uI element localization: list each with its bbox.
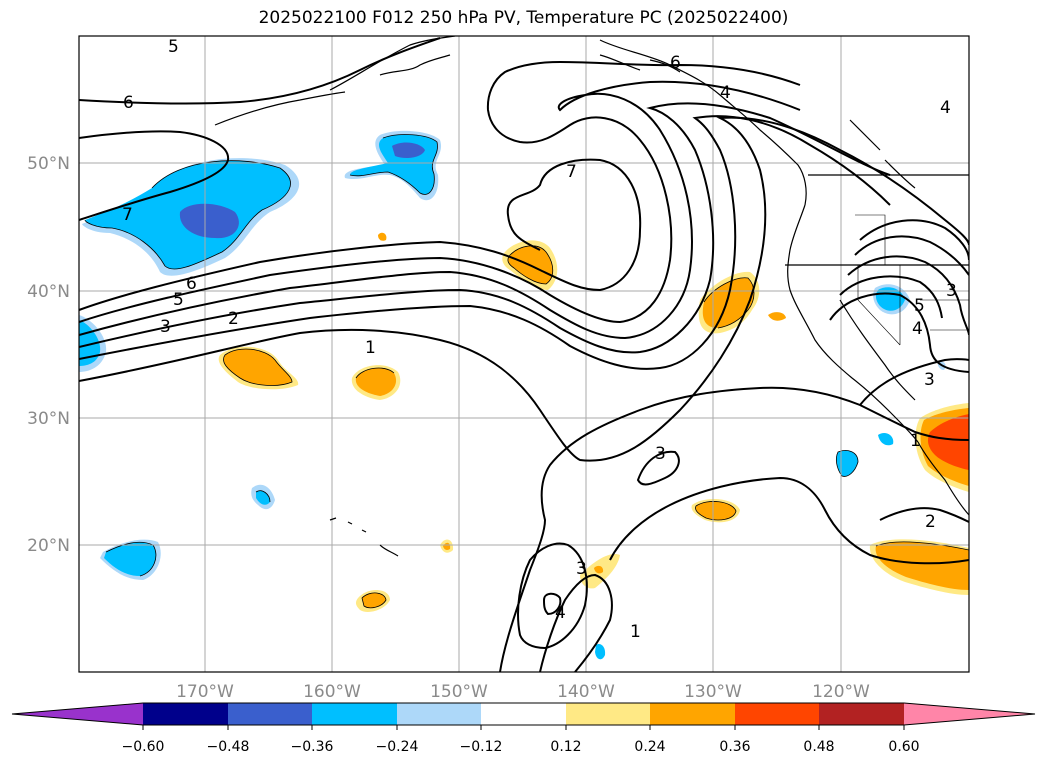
colorbar-tick-label: −0.12 <box>460 739 503 755</box>
lat-label: 30°N <box>27 409 70 429</box>
contour-label: 6 <box>186 274 197 294</box>
colorbar-segment <box>650 703 735 725</box>
state-borders <box>855 214 969 346</box>
colorbar: −0.60 −0.48 −0.36 −0.24 −0.12 0.12 0.24 … <box>11 702 1036 755</box>
contour-label: 3 <box>946 281 957 301</box>
lat-label: 50°N <box>27 154 70 174</box>
colorbar-segment <box>566 703 650 725</box>
contour-label: 3 <box>160 317 171 337</box>
colorbar-tick-label: −0.48 <box>207 739 250 755</box>
colorbar-segment <box>397 703 481 725</box>
lat-label: 40°N <box>27 282 70 302</box>
contour-label: 1 <box>910 431 921 451</box>
contour-label: 2 <box>228 309 239 329</box>
contour-label: 6 <box>670 53 681 73</box>
colorbar-tick-label: −0.36 <box>291 739 334 755</box>
colorbar-tick-label: 0.48 <box>803 739 834 755</box>
lon-label: 130°W <box>684 682 742 702</box>
colorbar-segment <box>312 703 397 725</box>
contour-label: 4 <box>940 98 951 118</box>
latitude-labels: 50°N 40°N 30°N 20°N <box>27 154 70 556</box>
colorbar-segment <box>819 703 904 725</box>
contour-label: 4 <box>720 83 731 103</box>
contour-label: 1 <box>630 622 641 642</box>
contour-label: 3 <box>576 559 587 579</box>
colorbar-tick-label: −0.60 <box>122 739 165 755</box>
lat-label: 20°N <box>27 536 70 556</box>
positive-anomaly-shading <box>218 232 969 612</box>
colorbar-segment <box>735 703 819 725</box>
colorbar-tick-label: 0.36 <box>719 739 750 755</box>
colorbar-segment <box>228 703 312 725</box>
contour-label: 3 <box>924 370 935 390</box>
map-frame <box>78 35 970 673</box>
lon-label: 170°W <box>176 682 234 702</box>
contour-label: 1 <box>365 338 376 358</box>
contour-label: 3 <box>655 444 666 464</box>
contour-label: 2 <box>925 512 936 532</box>
colorbar-tick-label: 0.60 <box>888 739 919 755</box>
lon-label: 150°W <box>430 682 488 702</box>
colorbar-segment <box>143 703 228 725</box>
map-area: 5 6 7 6 5 3 2 1 7 6 4 4 3 3 1 4 5 4 3 1 … <box>79 36 969 672</box>
colorbar-segment <box>12 703 143 725</box>
contour-label: 5 <box>168 37 179 57</box>
colorbar-segment <box>904 703 1035 725</box>
contour-label: 6 <box>123 93 134 113</box>
lon-label: 160°W <box>303 682 361 702</box>
contour-labels: 5 6 7 6 5 3 2 1 7 6 4 4 3 3 1 4 5 4 3 1 … <box>122 37 957 642</box>
colorbar-tick-label: −0.24 <box>376 739 419 755</box>
contour-label: 4 <box>912 319 923 339</box>
pv-contours <box>79 37 969 672</box>
colorbar-segment <box>481 703 566 725</box>
coastlines <box>214 36 969 557</box>
lon-label: 140°W <box>557 682 615 702</box>
contour-label: 4 <box>555 603 566 623</box>
lon-label: 120°W <box>812 682 870 702</box>
longitude-labels: 170°W 160°W 150°W 140°W 130°W 120°W <box>176 682 870 702</box>
contour-label: 5 <box>914 296 925 316</box>
contour-label: 7 <box>122 205 133 225</box>
contour-label: 5 <box>173 290 184 310</box>
contour-label: 7 <box>566 162 577 182</box>
colorbar-tick-label: 0.24 <box>634 739 665 755</box>
colorbar-ticks <box>142 725 905 730</box>
map-title: 2025022100 F012 250 hPa PV, Temperature … <box>258 8 789 28</box>
colorbar-tick-label: 0.12 <box>550 739 581 755</box>
